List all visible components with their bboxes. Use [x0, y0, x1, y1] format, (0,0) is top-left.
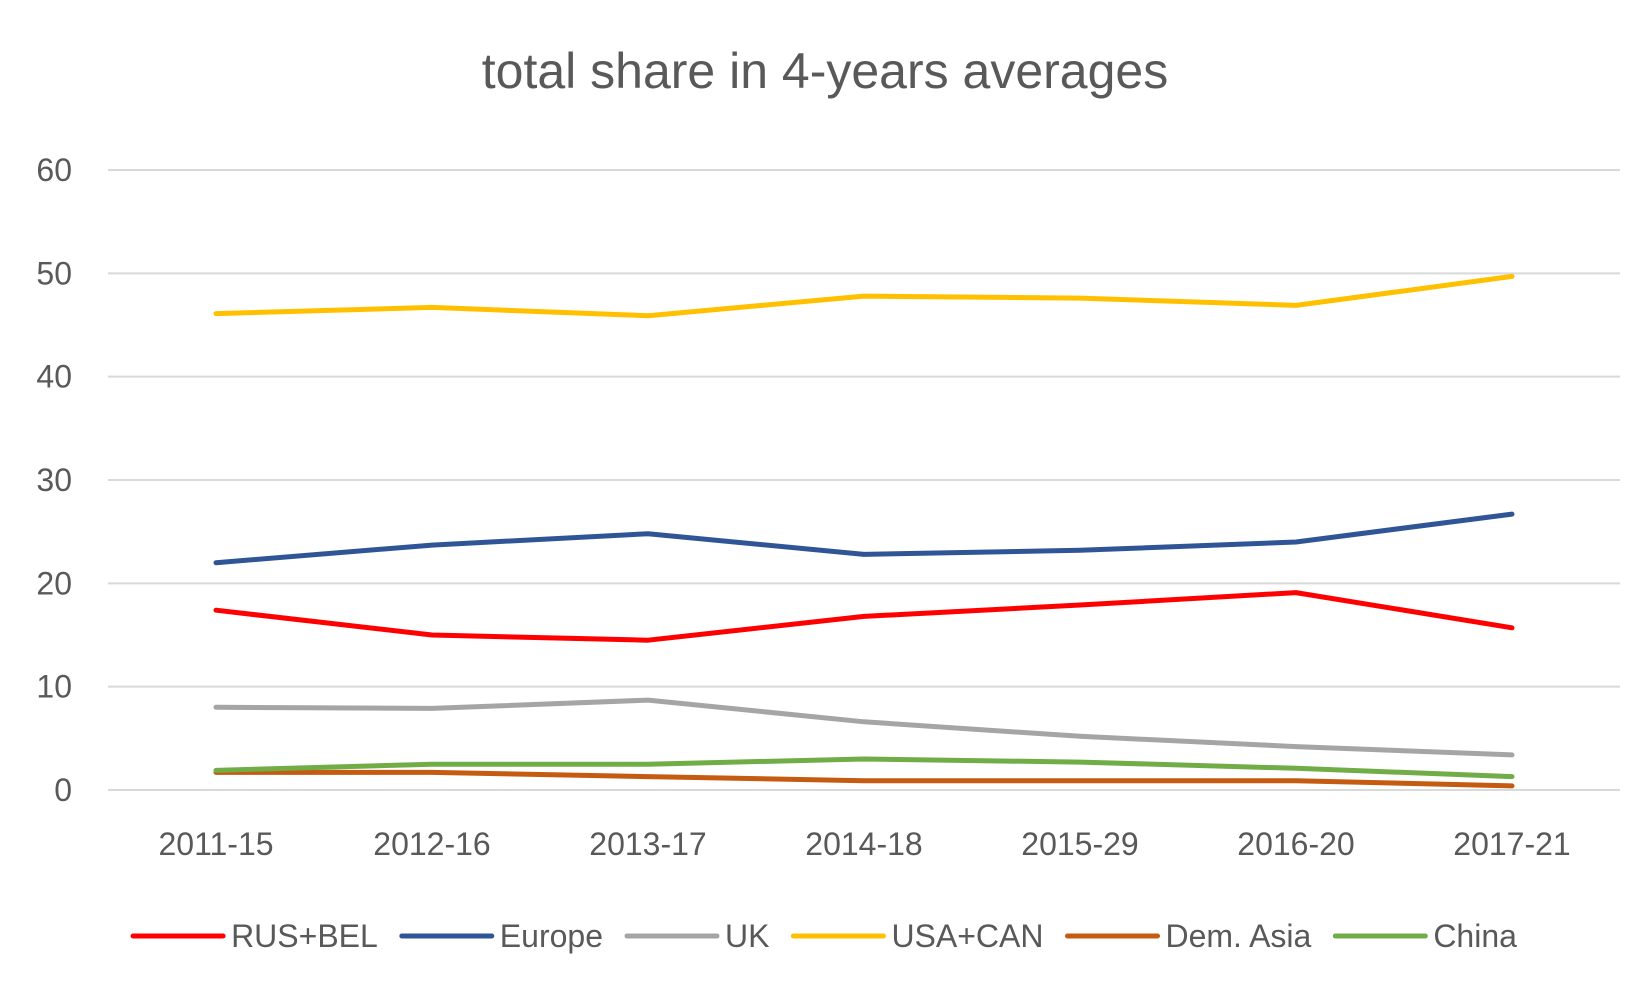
y-tick-label: 40 — [36, 359, 72, 395]
legend-label: Dem. Asia — [1165, 918, 1311, 954]
legend: RUS+BEL Europe UK USA+CAN Dem. Asia China — [130, 918, 1517, 954]
series-line-dem-asia — [213, 769, 1515, 789]
chart-title: total share in 4-years averages — [481, 43, 1169, 99]
x-tick-label: 2011-15 — [158, 826, 273, 862]
gridlines — [108, 169, 1620, 791]
y-tick-label: 30 — [36, 462, 72, 498]
legend-label: RUS+BEL — [231, 918, 378, 954]
series-line-usa-can — [213, 273, 1515, 319]
y-tick-label: 50 — [36, 255, 72, 291]
series-line-china — [213, 756, 1515, 780]
legend-label: China — [1433, 918, 1517, 954]
x-tick-label: 2013-17 — [589, 826, 706, 862]
series-line-rus-bel — [213, 590, 1515, 643]
y-tick-label: 60 — [36, 152, 72, 188]
x-tick-label: 2017-21 — [1453, 826, 1570, 862]
legend-label: UK — [725, 918, 769, 954]
y-axis-ticks: 0 10 20 30 40 50 60 — [36, 152, 72, 808]
x-tick-label: 2015-29 — [1021, 826, 1138, 862]
series-line-europe — [213, 511, 1515, 566]
series-line-uk — [213, 697, 1515, 758]
legend-label: Europe — [500, 918, 603, 954]
legend-label: USA+CAN — [891, 918, 1043, 954]
series-lines — [213, 273, 1515, 789]
y-tick-label: 10 — [36, 669, 72, 705]
x-tick-label: 2014-18 — [805, 826, 922, 862]
x-tick-label: 2016-20 — [1237, 826, 1354, 862]
y-tick-label: 0 — [54, 772, 72, 808]
x-axis-ticks: 2011-15 2012-16 2013-17 2014-18 2015-29 2016-… — [158, 826, 1570, 862]
y-tick-label: 20 — [36, 565, 72, 601]
x-tick-label: 2012-16 — [373, 826, 490, 862]
